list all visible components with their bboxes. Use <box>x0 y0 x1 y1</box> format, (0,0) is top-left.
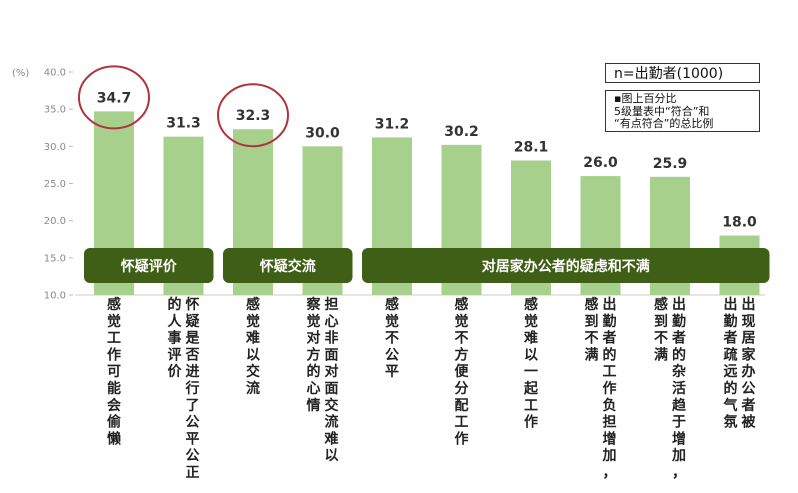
data-label: 28.1 <box>514 139 549 155</box>
category-label: 担心非面对面交流难以 <box>324 296 339 464</box>
data-label: 31.2 <box>375 116 410 132</box>
group-band <box>223 248 353 283</box>
data-label: 18.0 <box>722 215 757 231</box>
y-tick-label: 35.0 <box>44 105 66 116</box>
data-label: 34.7 <box>97 90 132 106</box>
group-label: 怀疑评价 <box>121 258 178 275</box>
footnote-line-1: ▪图上百分比 <box>614 92 677 105</box>
category-label: 出现居家办公者被 <box>742 296 757 431</box>
y-tick-label: 25.0 <box>44 179 66 190</box>
category-label: 感到不满 <box>585 296 599 363</box>
data-label: 26.0 <box>583 155 618 171</box>
category-label: 的人事评价 <box>168 296 183 380</box>
category-label: 感觉难以一起工作 <box>523 296 539 431</box>
category-label: 出勤者疏远的气氛 <box>723 296 738 431</box>
category-label: 感到不满 <box>654 296 668 363</box>
y-axis-unit: (%) <box>12 68 29 79</box>
group-label: 对居家办公者的疑虑和不满 <box>482 258 650 275</box>
category-label: 出勤者的杂活趋于增加， <box>671 296 687 481</box>
footnote-line-3: “有点符合”的总比例 <box>614 117 714 130</box>
group-label: 怀疑交流 <box>260 258 316 275</box>
category-label: 感觉不公平 <box>385 296 399 380</box>
category-label: 出勤者的工作负担增加， <box>602 296 617 481</box>
highlight-circle <box>78 65 150 130</box>
data-label: 25.9 <box>653 156 688 172</box>
y-tick-label: 15.0 <box>44 253 66 264</box>
footnote-line-2: 5级量表中“符合”和 <box>614 104 710 118</box>
y-tick-label: 40.0 <box>44 68 66 79</box>
y-tick-label: 10.0 <box>44 291 66 302</box>
data-label: 31.3 <box>166 116 201 132</box>
sample-size-note: n=出勤者(1000) <box>605 63 760 83</box>
y-tick-label: 20.0 <box>44 216 66 227</box>
group-band <box>84 248 214 283</box>
category-label: 感觉难以交流 <box>245 296 260 397</box>
category-label: 怀疑是否进行了公平公正 <box>185 296 201 481</box>
sample-size-text: n=出勤者(1000) <box>614 66 724 82</box>
group-band <box>362 248 770 283</box>
category-label: 感觉工作可能会偷懒 <box>107 296 122 447</box>
category-label: 感觉不方便分配工作 <box>455 296 470 447</box>
category-label: 察觉对方的心情 <box>307 296 322 414</box>
data-label: 30.0 <box>305 125 340 141</box>
highlight-circle <box>217 83 289 148</box>
footnote-box: ▪图上百分比 5级量表中“符合”和 “有点符合”的总比例 <box>605 90 760 132</box>
y-tick-label: 30.0 <box>44 142 66 153</box>
data-label: 32.3 <box>236 108 271 124</box>
data-label: 30.2 <box>444 124 479 140</box>
